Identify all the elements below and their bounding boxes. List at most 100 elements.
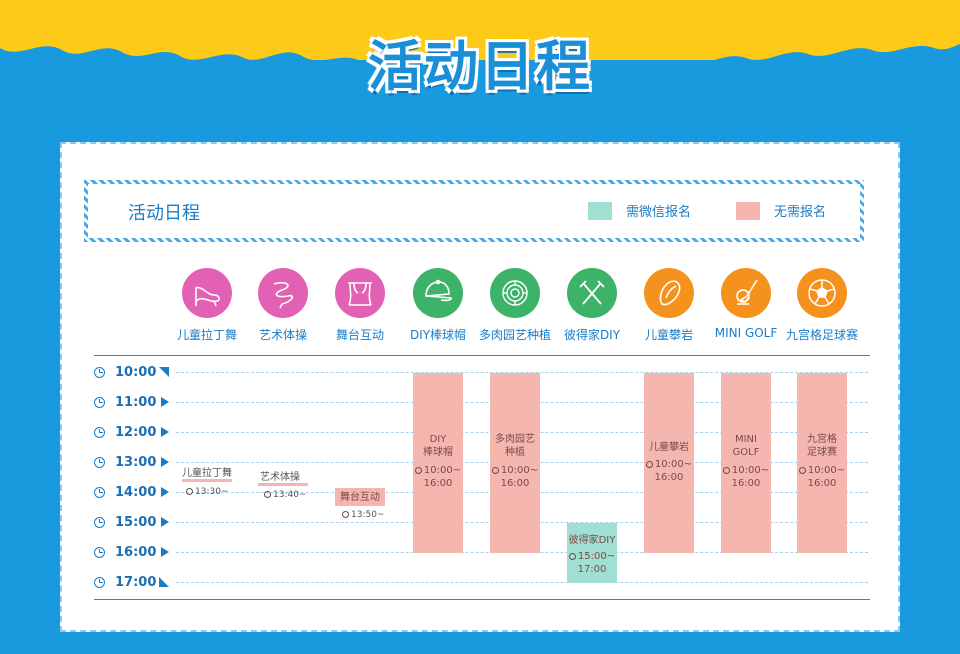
time-label: 12:00 bbox=[115, 424, 157, 440]
time-label: 17:00 bbox=[115, 574, 157, 590]
triangle-marker-icon bbox=[161, 397, 169, 407]
time-label: 10:00 bbox=[115, 364, 157, 380]
event-time-text: 10:00~ bbox=[654, 459, 693, 470]
clock-icon bbox=[568, 552, 576, 560]
event-block-peter-diy: 彼得家DIY 15:00~ 17:00 bbox=[567, 523, 617, 583]
event-time-end: 16:00 bbox=[654, 472, 684, 483]
triangle-marker-icon bbox=[159, 367, 169, 377]
clock-icon bbox=[798, 466, 806, 474]
activity-label: 九宫格足球赛 bbox=[785, 328, 858, 342]
top-wave-banner bbox=[0, 0, 960, 110]
fork-knife-icon bbox=[567, 268, 617, 318]
event-time: 13:50~ bbox=[342, 510, 384, 520]
baseball-cap-icon bbox=[413, 268, 463, 318]
event-time: 13:40~ bbox=[264, 490, 306, 500]
time-row-10: 10:00 bbox=[94, 364, 169, 380]
time-row-14: 14:00 bbox=[94, 484, 169, 500]
clock-icon bbox=[94, 426, 105, 438]
time-label: 13:00 bbox=[115, 454, 157, 470]
clock-icon bbox=[722, 466, 730, 474]
time-row-11: 11:00 bbox=[94, 394, 169, 410]
time-row-17: 17:00 bbox=[94, 574, 169, 590]
activity-label: 多肉园艺种植 bbox=[478, 328, 551, 342]
grid-line bbox=[176, 372, 868, 373]
clock-icon bbox=[645, 460, 653, 468]
legend-swatch-wechat bbox=[588, 201, 612, 220]
event-bar-latin-dance bbox=[182, 479, 232, 482]
event-bar-gymnastics bbox=[258, 483, 308, 486]
clock-icon bbox=[94, 366, 105, 378]
event-time-text: 15:00~ bbox=[577, 551, 616, 562]
event-time-text: 10:00~ bbox=[807, 465, 846, 476]
triangle-marker-icon bbox=[161, 427, 169, 437]
event-time: 13:30~ bbox=[186, 487, 228, 497]
event-label: 种植 bbox=[505, 447, 525, 458]
activity-label: 舞台互动 bbox=[335, 328, 384, 342]
event-time: 10:00~ bbox=[490, 464, 540, 477]
triangle-marker-icon bbox=[161, 547, 169, 557]
event-time: 10:00~ bbox=[413, 464, 463, 477]
event-block-climbing: 儿童攀岩 10:00~ 16:00 bbox=[644, 373, 694, 553]
clock-icon bbox=[94, 516, 105, 528]
soccer-ball-icon bbox=[797, 268, 847, 318]
schedule-title: 活动日程 bbox=[128, 203, 200, 224]
clock-icon bbox=[414, 466, 422, 474]
succulent-icon bbox=[490, 268, 540, 318]
schedule-card: 活动日程 需微信报名 无需报名 bbox=[60, 142, 900, 632]
page-title: 活动日程 bbox=[367, 34, 592, 100]
triangle-marker-icon bbox=[159, 577, 169, 587]
golf-icon bbox=[721, 268, 771, 318]
event-label: 儿童拉丁舞 bbox=[182, 468, 232, 479]
event-label: DIY bbox=[429, 434, 447, 445]
dance-shoe-icon bbox=[182, 268, 232, 318]
timeline-top-line bbox=[94, 355, 870, 356]
clock-icon bbox=[342, 511, 349, 518]
time-row-15: 15:00 bbox=[94, 514, 169, 530]
event-time-end: 17:00 bbox=[577, 564, 607, 575]
event-label: MINI bbox=[734, 434, 757, 445]
event-block-succulent: 多肉园艺 种植 10:00~ 16:00 bbox=[490, 373, 540, 553]
event-time-text: 13:40~ bbox=[273, 490, 307, 500]
event-block-football: 九宫格 足球赛 10:00~ 16:00 bbox=[797, 373, 847, 553]
clock-icon bbox=[94, 486, 105, 498]
time-row-13: 13:00 bbox=[94, 454, 169, 470]
triangle-marker-icon bbox=[161, 487, 169, 497]
event-label: 足球赛 bbox=[807, 447, 837, 458]
event-block-mini-golf: MINI GOLF 10:00~ 16:00 bbox=[721, 373, 771, 553]
event-time: 10:00~ bbox=[644, 458, 694, 471]
time-row-16: 16:00 bbox=[94, 544, 169, 560]
event-time-text: 10:00~ bbox=[500, 465, 539, 476]
activity-label: 彼得家DIY bbox=[563, 328, 621, 342]
clock-icon bbox=[491, 466, 499, 474]
legend-label-wechat: 需微信报名 bbox=[626, 205, 692, 220]
time-label: 14:00 bbox=[115, 484, 157, 500]
event-time: 10:00~ bbox=[797, 464, 847, 477]
event-bar-stage: 舞台互动 bbox=[335, 488, 385, 506]
clock-icon bbox=[94, 546, 105, 558]
activity-label: MINI GOLF bbox=[714, 326, 778, 340]
triangle-marker-icon bbox=[161, 457, 169, 467]
clock-icon bbox=[186, 488, 193, 495]
grid-line bbox=[176, 582, 868, 583]
activity-label: 艺术体操 bbox=[258, 328, 307, 342]
ribbon-icon bbox=[258, 268, 308, 318]
schedule-header: 活动日程 需微信报名 无需报名 bbox=[84, 180, 864, 242]
stage-curtain-icon bbox=[335, 268, 385, 318]
event-label: 彼得家DIY bbox=[568, 535, 616, 546]
event-time-text: 13:30~ bbox=[195, 487, 229, 497]
event-label: 九宫格 bbox=[807, 434, 837, 445]
event-label: 艺术体操 bbox=[260, 472, 300, 483]
time-label: 16:00 bbox=[115, 544, 157, 560]
event-time-end: 16:00 bbox=[423, 478, 453, 489]
event-label: 舞台互动 bbox=[340, 492, 380, 503]
event-time-end: 16:00 bbox=[807, 478, 837, 489]
legend-label-no-registration: 无需报名 bbox=[774, 205, 827, 220]
event-label: 棒球帽 bbox=[423, 447, 453, 458]
time-row-12: 12:00 bbox=[94, 424, 169, 440]
clock-icon bbox=[94, 456, 105, 468]
legend-swatch-no-registration bbox=[736, 201, 760, 220]
event-time-text: 13:50~ bbox=[351, 510, 385, 520]
activity-label: 儿童拉丁舞 bbox=[176, 328, 237, 342]
triangle-marker-icon bbox=[161, 517, 169, 527]
event-time-text: 10:00~ bbox=[423, 465, 462, 476]
